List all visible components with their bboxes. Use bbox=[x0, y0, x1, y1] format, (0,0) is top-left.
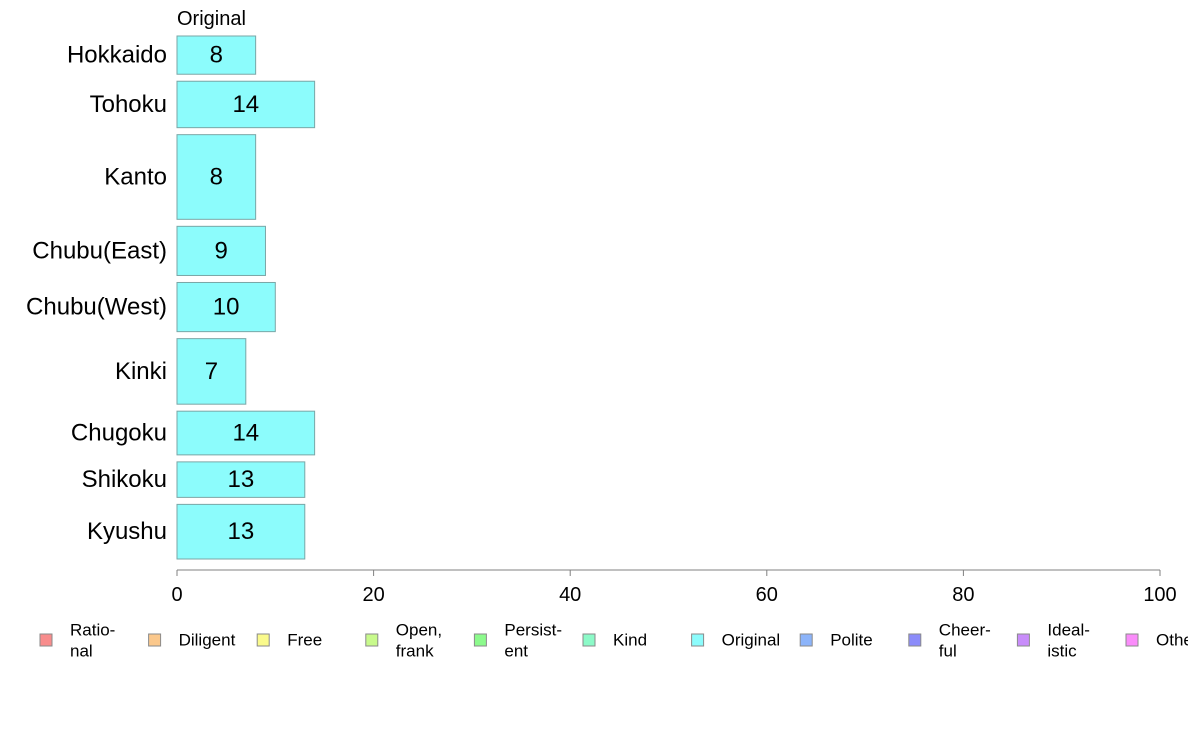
legend-label: Cheer- bbox=[939, 621, 991, 640]
data-label: 14 bbox=[232, 420, 259, 447]
data-label: 13 bbox=[228, 466, 255, 493]
category-label: Chubu(West) bbox=[26, 294, 167, 321]
x-tick-label: 60 bbox=[756, 584, 778, 606]
legend-label: Ideal- bbox=[1047, 621, 1090, 640]
category-label: Chubu(East) bbox=[32, 237, 167, 264]
bar bbox=[176, 80, 316, 129]
legend-swatch bbox=[365, 633, 379, 647]
legend-label: Ratio- bbox=[70, 621, 115, 640]
legend-label: Original bbox=[722, 631, 781, 650]
bar bbox=[176, 225, 266, 276]
legend-swatch bbox=[1125, 633, 1139, 647]
x-tick-label: 20 bbox=[362, 584, 384, 606]
bar bbox=[176, 134, 257, 220]
legend-label: Persist- bbox=[504, 621, 562, 640]
series-header: Original bbox=[177, 8, 246, 30]
bar bbox=[176, 35, 257, 75]
legend-label: istic bbox=[1047, 642, 1077, 661]
data-label: 9 bbox=[215, 237, 228, 264]
x-tick-label: 80 bbox=[952, 584, 974, 606]
legend-label: Other bbox=[1156, 631, 1188, 650]
legend-swatch bbox=[39, 633, 53, 647]
category-label: Shikoku bbox=[82, 466, 167, 493]
data-label: 8 bbox=[210, 163, 223, 190]
legend-swatch bbox=[473, 633, 487, 647]
legend-swatch bbox=[1016, 633, 1030, 647]
legend-label: Open, bbox=[396, 621, 442, 640]
category-label: Kyushu bbox=[87, 518, 167, 545]
bar bbox=[176, 281, 276, 333]
category-label: Tohoku bbox=[90, 91, 167, 118]
legend-swatch bbox=[691, 633, 705, 647]
category-label: Kinki bbox=[115, 358, 167, 385]
legend-swatch bbox=[799, 633, 813, 647]
legend-label: frank bbox=[396, 642, 434, 661]
legend-swatch bbox=[908, 633, 922, 647]
data-label: 8 bbox=[210, 42, 223, 69]
category-label: Kanto bbox=[104, 163, 167, 190]
category-label: Chugoku bbox=[71, 420, 167, 447]
legend-label: ent bbox=[504, 642, 528, 661]
bar bbox=[176, 338, 247, 405]
data-label: 14 bbox=[232, 91, 259, 118]
data-label: 10 bbox=[213, 294, 240, 321]
bar bbox=[176, 503, 306, 560]
x-tick-label: 40 bbox=[559, 584, 581, 606]
legend-label: Kind bbox=[613, 631, 647, 650]
data-label: 13 bbox=[228, 518, 255, 545]
data-label: 7 bbox=[205, 358, 218, 385]
legend-label: nal bbox=[70, 642, 93, 661]
legend-label: Free bbox=[287, 631, 322, 650]
legend-label: Diligent bbox=[179, 631, 236, 650]
bar bbox=[176, 461, 306, 498]
legend-swatch bbox=[582, 633, 596, 647]
legend-swatch bbox=[148, 633, 162, 647]
x-tick-label: 0 bbox=[171, 584, 182, 606]
legend-swatch bbox=[256, 633, 270, 647]
legend-label: Polite bbox=[830, 631, 873, 650]
x-tick-label: 100 bbox=[1143, 584, 1176, 606]
category-label: Hokkaido bbox=[67, 42, 167, 69]
bar bbox=[176, 410, 316, 456]
legend-label: ful bbox=[939, 642, 957, 661]
